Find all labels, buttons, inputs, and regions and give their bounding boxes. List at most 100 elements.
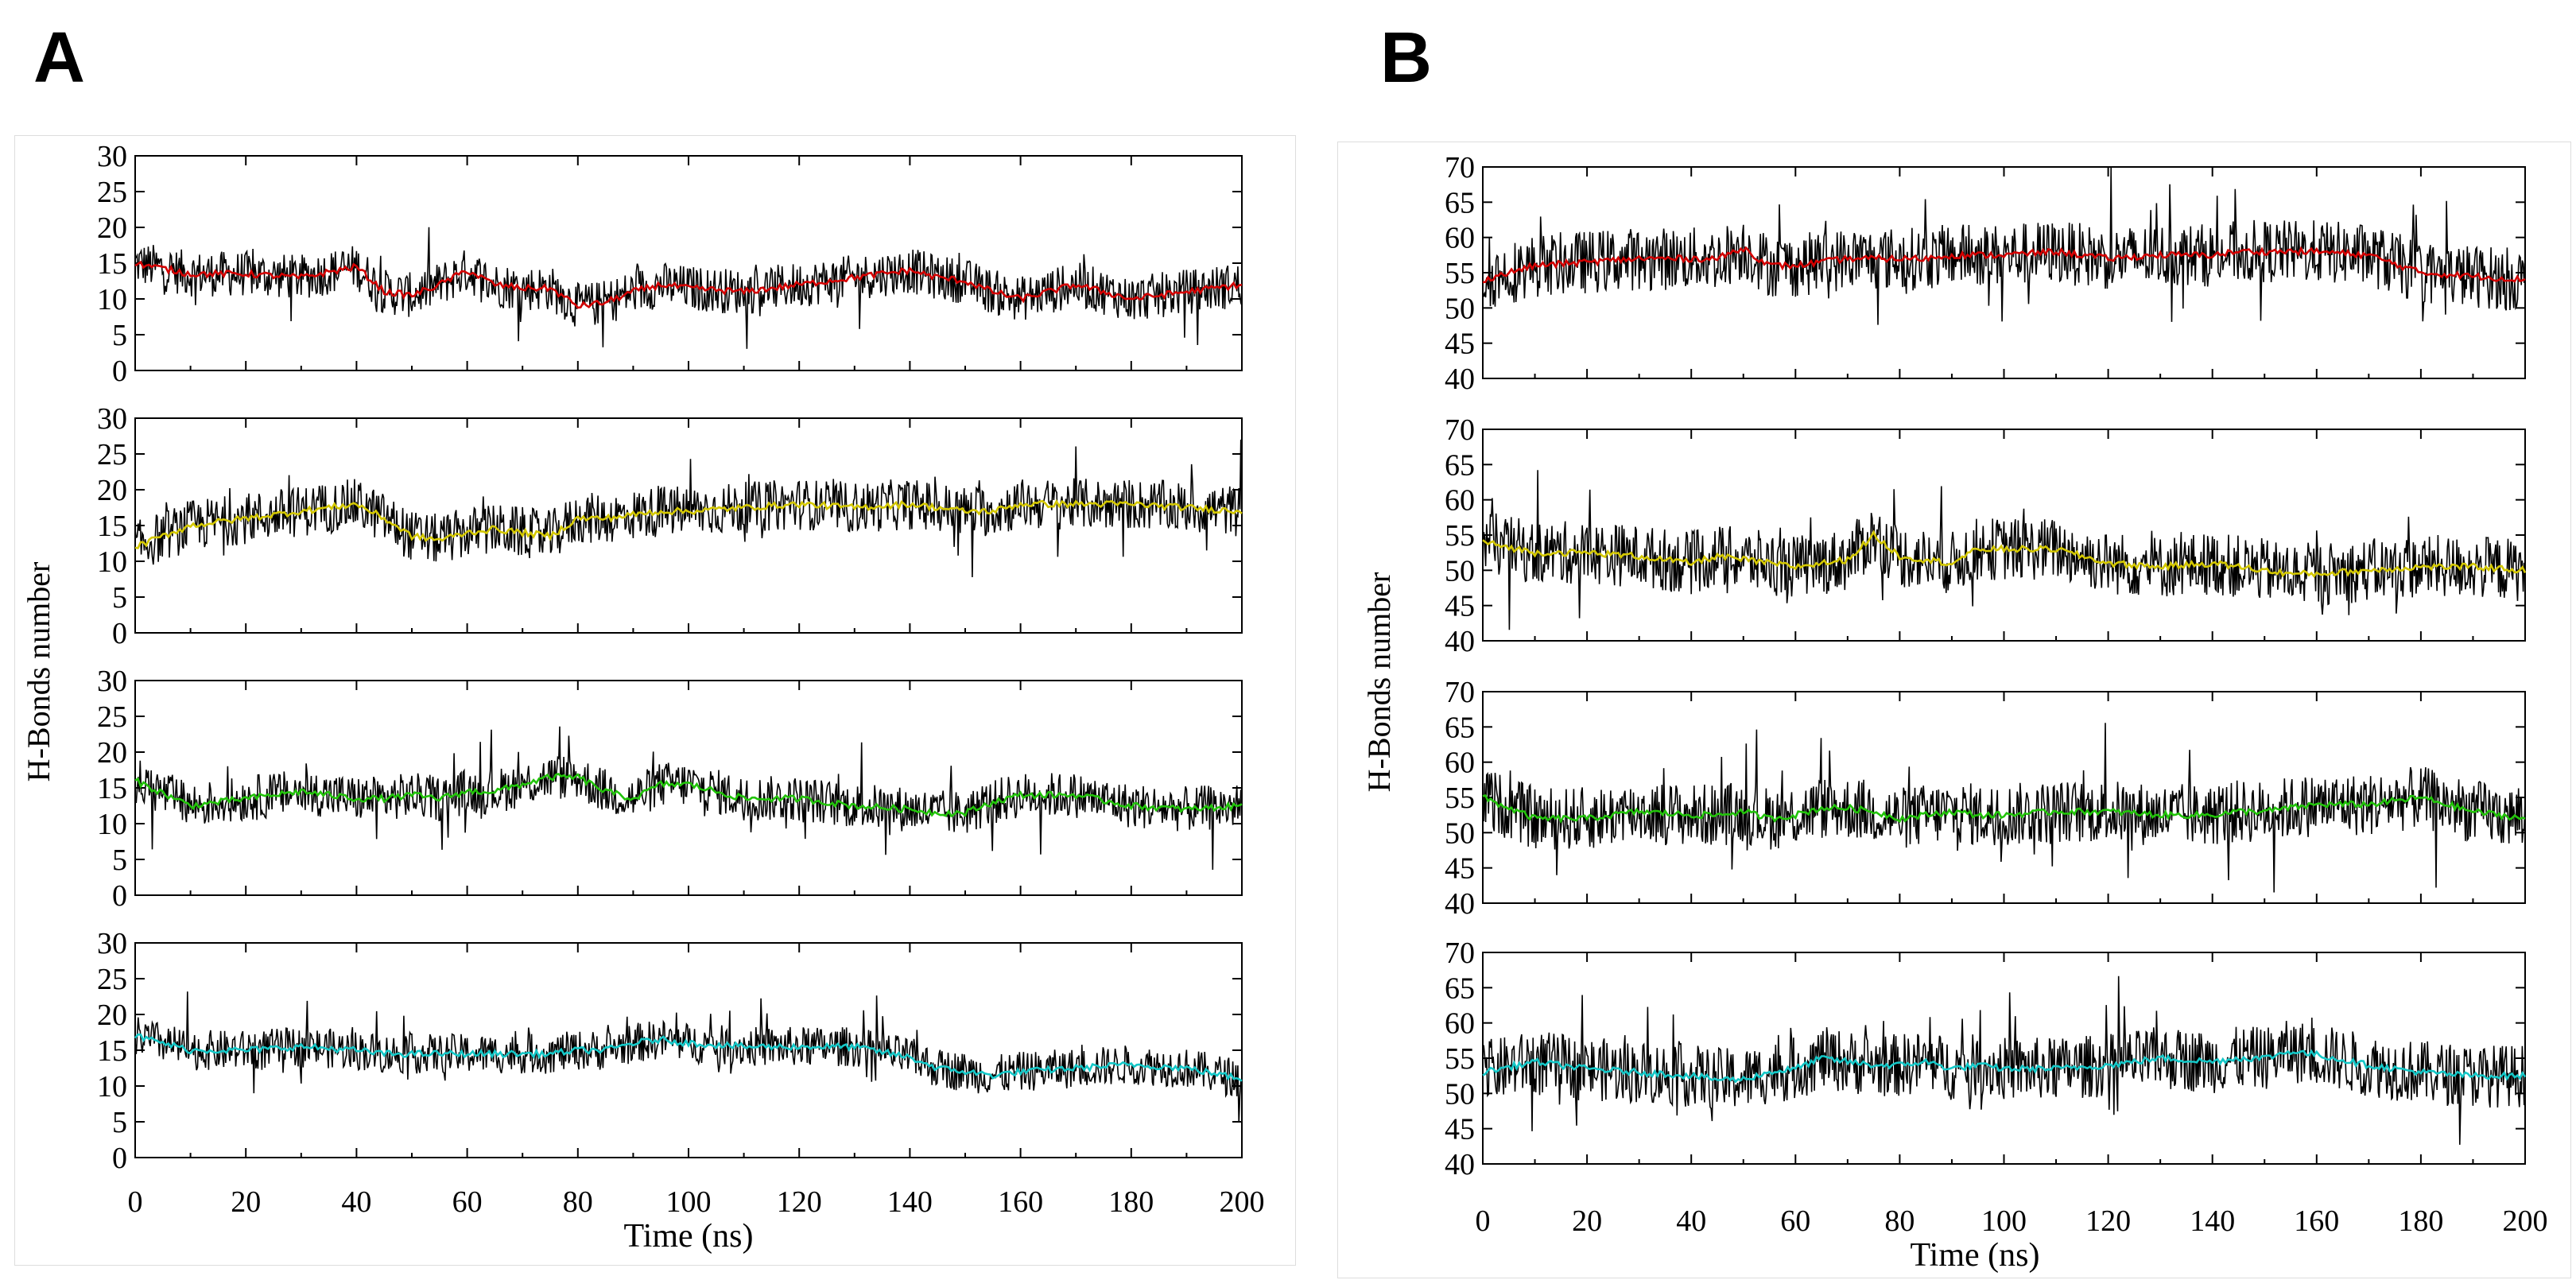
y-tick-label: 25 — [97, 700, 127, 734]
panel-a-series-4-raw-trace — [134, 991, 1243, 1123]
y-tick-label: 50 — [1445, 554, 1475, 588]
y-tick-label: 40 — [1445, 887, 1475, 921]
panel-a-subplot-4-frame — [134, 942, 1243, 1158]
x-tick-label: 40 — [341, 1185, 371, 1219]
y-tick-label: 20 — [97, 474, 127, 507]
y-tick-label: 65 — [1445, 186, 1475, 219]
y-tick-label: 70 — [1445, 937, 1475, 970]
y-tick-label: 45 — [1445, 328, 1475, 361]
y-tick-label: 50 — [1445, 292, 1475, 325]
y-tick-label: 25 — [97, 963, 127, 996]
panel-b-series-1-average-line — [1482, 246, 2526, 284]
x-tick-label: 0 — [128, 1185, 143, 1219]
y-tick-label: 20 — [97, 736, 127, 770]
y-tick-label: 25 — [97, 176, 127, 209]
panel-b-subplot-4-frame — [1482, 952, 2526, 1165]
y-tick-label: 0 — [112, 617, 127, 650]
y-tick-label: 30 — [97, 927, 127, 960]
panel-a-xlabel: Time (ns) — [624, 1218, 754, 1255]
y-tick-label: 20 — [97, 999, 127, 1032]
y-tick-label: 70 — [1445, 413, 1475, 447]
x-tick-label: 20 — [231, 1185, 261, 1219]
y-tick-label: 0 — [112, 879, 127, 913]
panel-a-ylabel: H-Bonds number — [21, 562, 56, 782]
y-tick-label: 60 — [1445, 484, 1475, 518]
x-tick-label: 120 — [777, 1185, 822, 1219]
y-tick-label: 40 — [1445, 363, 1475, 396]
x-tick-label: 0 — [1476, 1204, 1491, 1238]
y-tick-label: 65 — [1445, 711, 1475, 744]
panel-a-series-3-average-line — [134, 773, 1243, 818]
y-tick-label: 30 — [97, 402, 127, 436]
y-tick-label: 65 — [1445, 972, 1475, 1005]
panel-a-series-3-raw-trace — [134, 726, 1243, 871]
panel-b-series-4-raw-trace — [1482, 976, 2526, 1145]
y-tick-label: 50 — [1445, 816, 1475, 850]
panel-a-subplot-1-frame — [134, 155, 1243, 371]
y-tick-label: 70 — [1445, 151, 1475, 184]
y-tick-label: 5 — [112, 844, 127, 877]
x-tick-label: 200 — [2503, 1204, 2548, 1238]
panel-b-xlabel: Time (ns) — [1911, 1237, 2040, 1274]
panel-b-series-3-average-line — [1482, 793, 2526, 824]
x-tick-label: 60 — [452, 1185, 483, 1219]
y-tick-label: 30 — [97, 665, 127, 698]
y-tick-label: 55 — [1445, 519, 1475, 553]
panel-b-ylabel: H-Bonds number — [1361, 572, 1397, 793]
panel-letter-a: A — [33, 18, 85, 98]
y-tick-label: 15 — [97, 1034, 127, 1068]
y-tick-label: 25 — [97, 438, 127, 471]
y-tick-label: 10 — [97, 1070, 127, 1104]
y-tick-label: 55 — [1445, 257, 1475, 290]
y-tick-label: 40 — [1445, 1148, 1475, 1181]
x-tick-label: 100 — [1981, 1204, 2027, 1238]
panel-b-series-1-raw-trace — [1482, 167, 2526, 325]
x-tick-label: 100 — [666, 1185, 712, 1219]
x-tick-label: 160 — [998, 1185, 1043, 1219]
y-tick-label: 40 — [1445, 625, 1475, 658]
y-tick-label: 30 — [97, 140, 127, 173]
y-tick-label: 60 — [1445, 222, 1475, 255]
x-tick-label: 180 — [1108, 1185, 1154, 1219]
y-tick-label: 5 — [112, 1106, 127, 1139]
y-tick-label: 70 — [1445, 676, 1475, 709]
y-tick-label: 45 — [1445, 1113, 1475, 1146]
x-tick-label: 120 — [2085, 1204, 2131, 1238]
y-tick-label: 0 — [112, 355, 127, 388]
x-tick-label: 80 — [563, 1185, 593, 1219]
panel-b-series-3-raw-trace — [1482, 723, 2526, 893]
panel-a-series-1-average-line — [134, 260, 1243, 309]
y-tick-label: 50 — [1445, 1077, 1475, 1111]
y-tick-label: 45 — [1445, 590, 1475, 623]
x-tick-label: 140 — [887, 1185, 933, 1219]
y-tick-label: 10 — [97, 545, 127, 579]
y-tick-label: 55 — [1445, 1042, 1475, 1076]
x-tick-label: 180 — [2398, 1204, 2443, 1238]
y-tick-label: 15 — [97, 772, 127, 805]
panel-b-series-2-raw-trace — [1482, 470, 2526, 630]
x-tick-label: 160 — [2294, 1204, 2339, 1238]
y-tick-label: 55 — [1445, 782, 1475, 815]
y-tick-label: 45 — [1445, 852, 1475, 886]
panel-a-series-2-average-line — [134, 498, 1243, 549]
panel-a-subplot-3-frame — [134, 680, 1243, 896]
panel-a-series-4-average-line — [134, 1033, 1243, 1082]
x-tick-label: 80 — [1884, 1204, 1915, 1238]
x-tick-label: 60 — [1780, 1204, 1810, 1238]
y-tick-label: 5 — [112, 319, 127, 352]
y-tick-label: 10 — [97, 283, 127, 316]
y-tick-label: 10 — [97, 808, 127, 841]
y-tick-label: 60 — [1445, 747, 1475, 780]
panel-a-series-2-raw-trace — [134, 439, 1243, 578]
y-tick-label: 0 — [112, 1142, 127, 1175]
x-tick-label: 20 — [1572, 1204, 1602, 1238]
y-tick-label: 65 — [1445, 448, 1475, 482]
panel-letter-b: B — [1380, 18, 1432, 98]
x-tick-label: 200 — [1220, 1185, 1265, 1219]
x-tick-label: 40 — [1676, 1204, 1706, 1238]
panel-b-series-4-average-line — [1482, 1049, 2527, 1084]
y-tick-label: 15 — [97, 247, 127, 281]
y-tick-label: 60 — [1445, 1007, 1475, 1041]
panel-b-series-2-average-line — [1482, 529, 2527, 578]
